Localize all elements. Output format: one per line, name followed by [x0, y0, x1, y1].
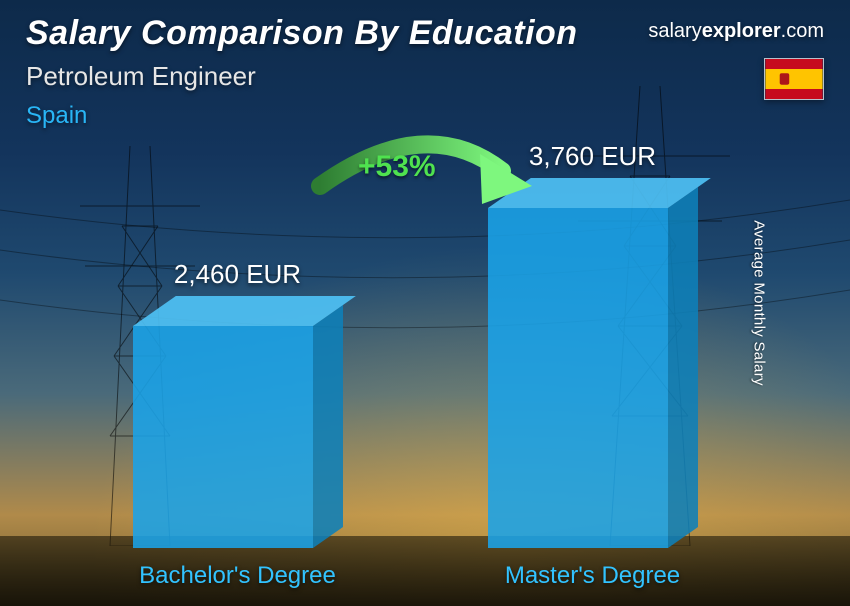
brand-suffix: .com: [781, 20, 824, 42]
x-labels: Bachelor's Degree Master's Degree: [60, 548, 770, 588]
title-block: Salary Comparison By Education Petroleum…: [26, 14, 578, 130]
bar: 2,460 EUR: [88, 259, 388, 548]
bar-shape: [133, 308, 343, 548]
brand-logo: salaryexplorer.com: [648, 20, 824, 43]
brand-prefix: salary: [648, 20, 701, 42]
bar-value: 2,460 EUR: [174, 259, 301, 290]
delta-label: +53%: [358, 150, 436, 184]
stage: Salary Comparison By Education Petroleum…: [0, 0, 850, 606]
flag-icon: [764, 58, 824, 100]
subtitle-job: Petroleum Engineer: [26, 61, 578, 92]
bars-container: 2,460 EUR3,760 EUR: [60, 208, 770, 548]
bar-label: Master's Degree: [443, 562, 743, 590]
brand-bold: explorer: [702, 20, 781, 42]
page-title: Salary Comparison By Education: [26, 14, 578, 53]
delta-arrow-icon: [300, 126, 550, 246]
bar-label: Bachelor's Degree: [88, 562, 388, 590]
